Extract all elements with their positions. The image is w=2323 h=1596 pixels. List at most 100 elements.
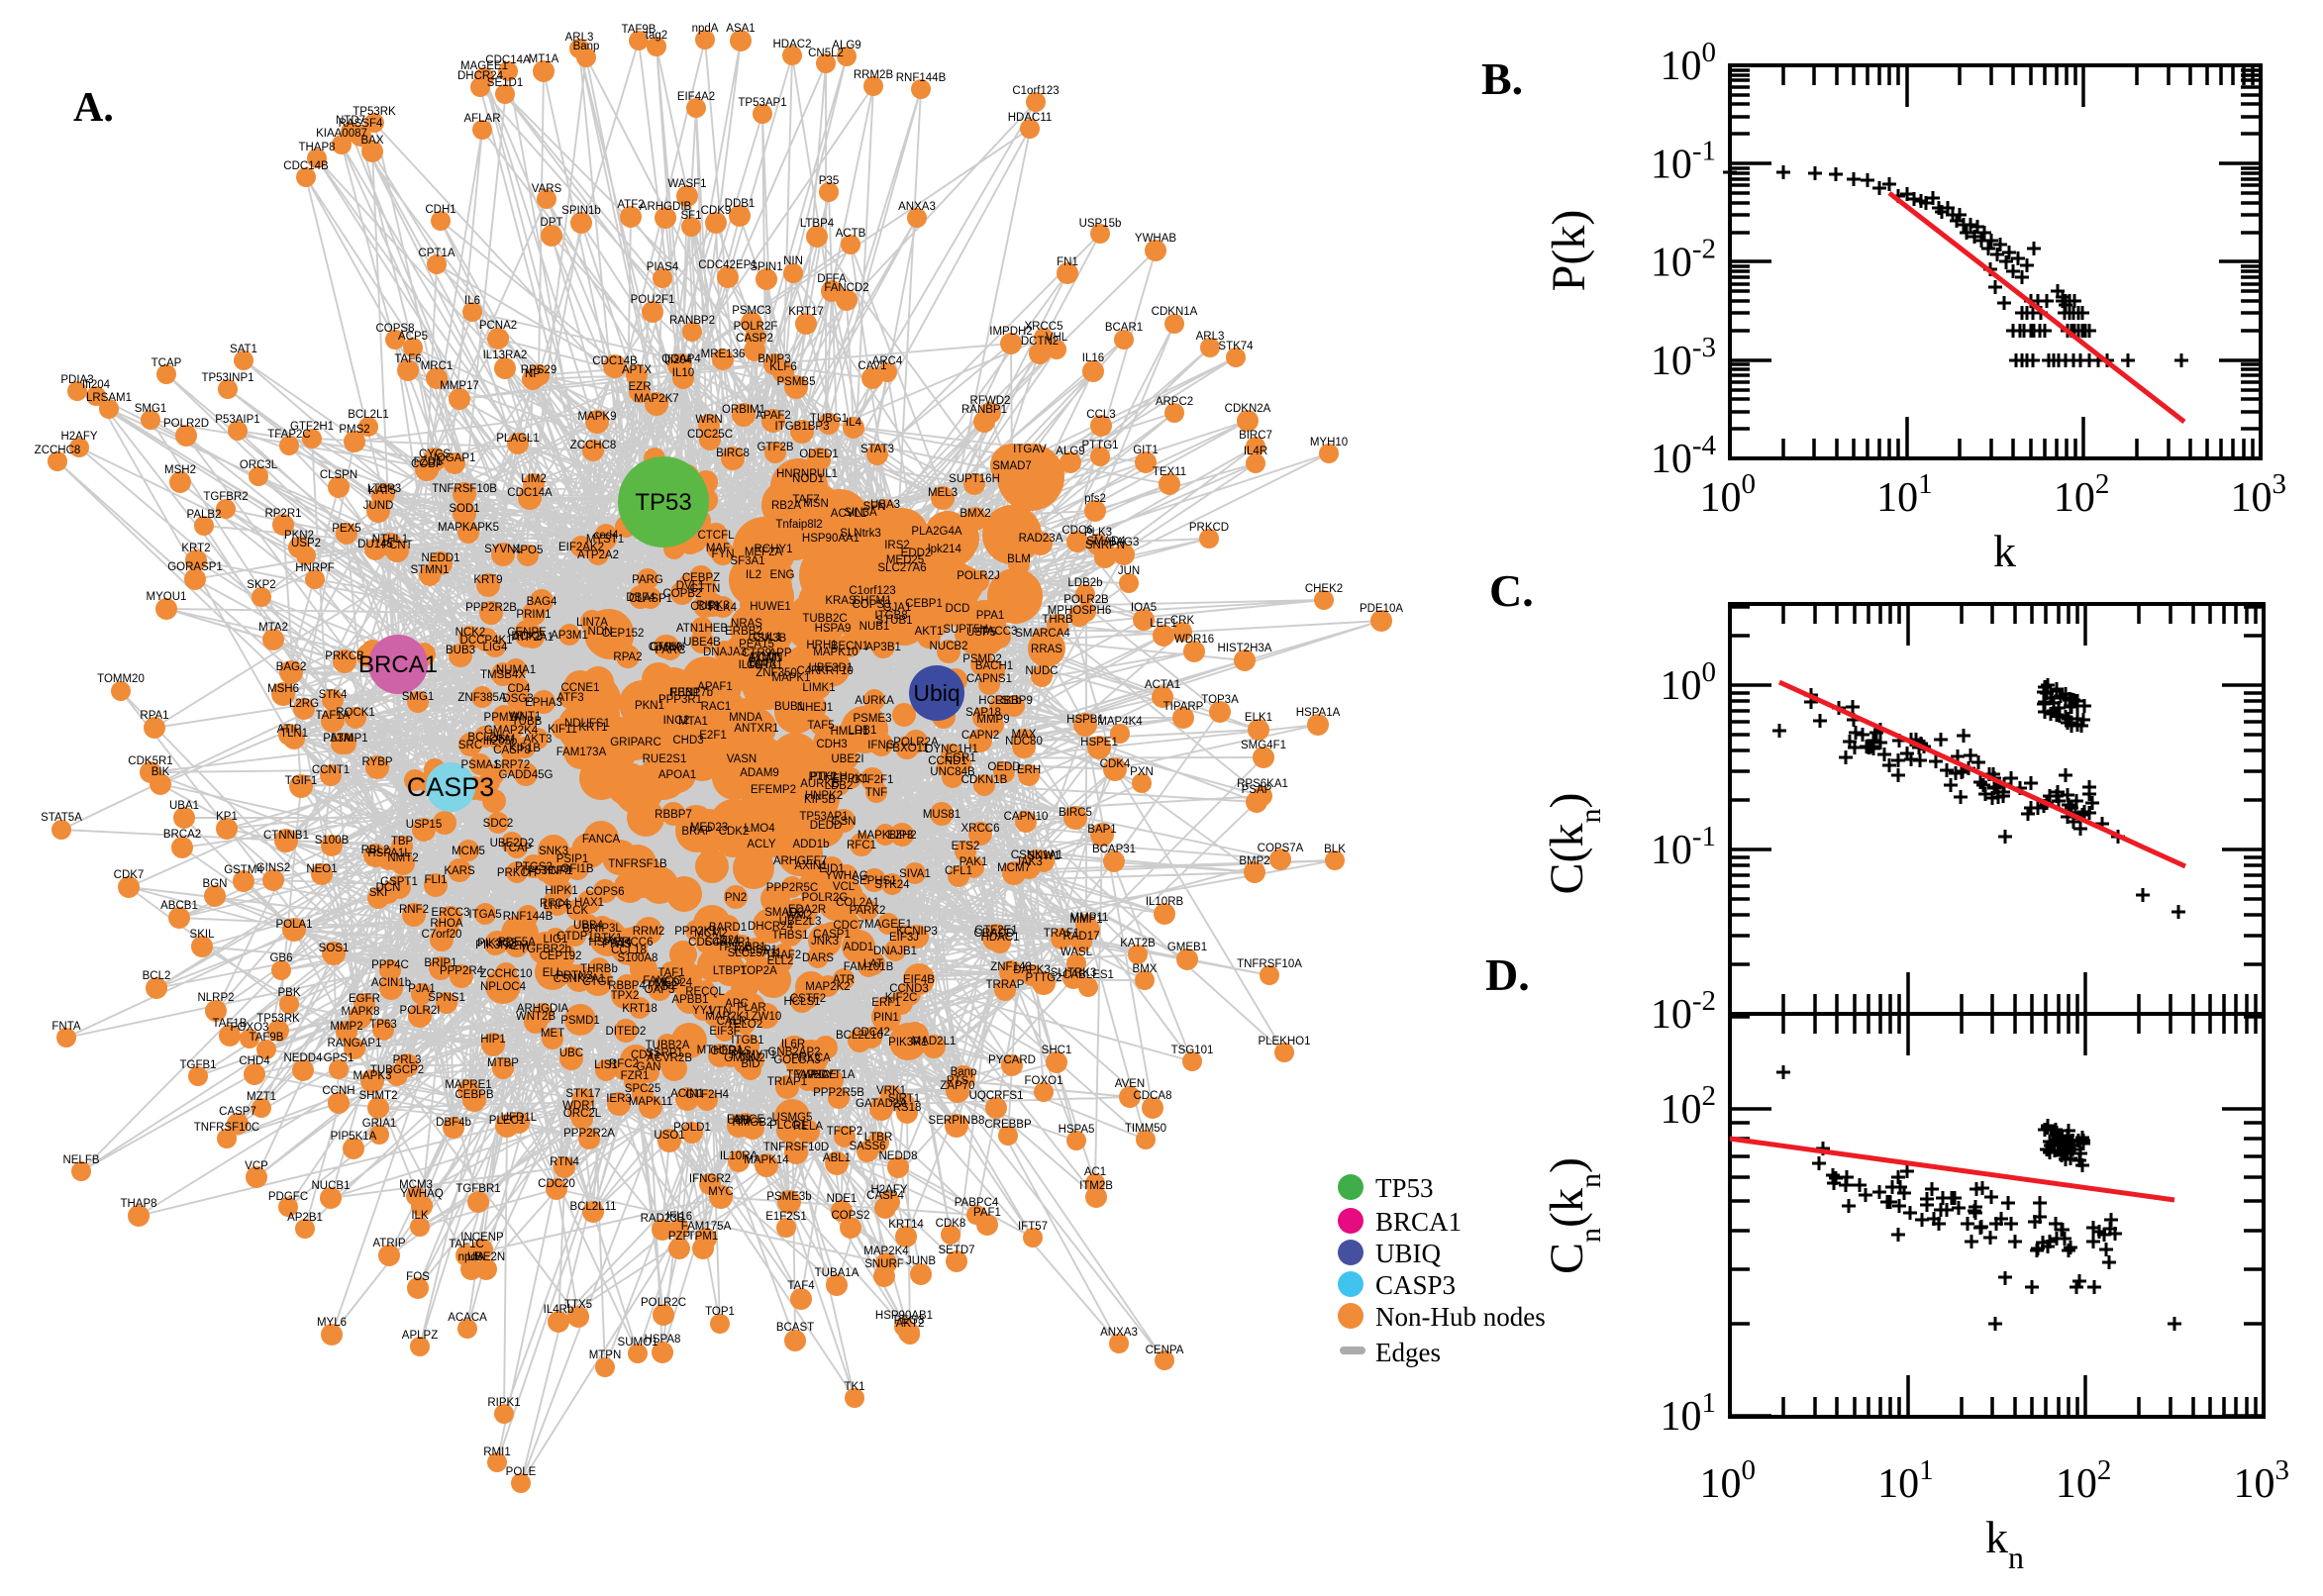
svg-text:TGFBR2: TGFBR2 xyxy=(203,491,248,503)
svg-text:SFN: SFN xyxy=(863,501,886,513)
svg-text:DFFA: DFFA xyxy=(817,273,847,285)
svg-text:GADD45G: GADD45G xyxy=(499,769,554,781)
svg-text:KIF5B: KIF5B xyxy=(804,794,836,806)
svg-text:DNAJA3: DNAJA3 xyxy=(703,647,747,658)
svg-text:SIVA1: SIVA1 xyxy=(899,868,931,880)
svg-text:THAP8: THAP8 xyxy=(120,1198,156,1210)
svg-text:CDC42: CDC42 xyxy=(853,1027,890,1039)
svg-text:ACIN1b: ACIN1b xyxy=(371,977,411,989)
svg-text:TNFRSF10C: TNFRSF10C xyxy=(194,1122,259,1134)
svg-text:PRKCD: PRKCD xyxy=(1189,522,1229,534)
svg-text:NP: NP xyxy=(525,368,541,380)
svg-text:ELL: ELL xyxy=(543,967,563,979)
svg-text:DCTN2: DCTN2 xyxy=(1021,336,1059,348)
svg-text:JUNB: JUNB xyxy=(906,1255,936,1267)
svg-text:RNF144B: RNF144B xyxy=(503,911,554,923)
svg-text:ERCC3: ERCC3 xyxy=(432,907,470,919)
svg-text:KRT2: KRT2 xyxy=(181,543,210,554)
svg-text:PCNA2: PCNA2 xyxy=(479,320,517,332)
svg-text:JAK3: JAK3 xyxy=(1015,856,1043,868)
svg-text:ZNF148: ZNF148 xyxy=(990,961,1032,973)
svg-text:POLE: POLE xyxy=(506,1466,537,1478)
svg-text:MYH10: MYH10 xyxy=(1310,437,1348,449)
svg-text:MSH2: MSH2 xyxy=(164,464,196,476)
svg-text:H2AFY: H2AFY xyxy=(60,431,97,443)
svg-text:DU145: DU145 xyxy=(357,539,393,550)
svg-text:HNRNPUL1: HNRNPUL1 xyxy=(776,468,838,480)
svg-text:ORC3L: ORC3L xyxy=(240,459,278,471)
svg-text:AKT2: AKT2 xyxy=(896,1318,925,1330)
svg-text:Banp: Banp xyxy=(951,1066,977,1078)
svg-text:MAD2L1: MAD2L1 xyxy=(912,1036,957,1047)
svg-text:WNT1: WNT1 xyxy=(509,711,542,723)
svg-text:TLN1: TLN1 xyxy=(280,728,308,740)
svg-text:POLR2A: POLR2A xyxy=(893,737,939,748)
svg-text:CLASP1: CLASP1 xyxy=(629,593,672,605)
svg-text:CDCA8: CDCA8 xyxy=(1134,1090,1172,1102)
svg-text:P35: P35 xyxy=(819,175,839,187)
svg-text:APAF2: APAF2 xyxy=(756,410,791,422)
svg-text:MCM7: MCM7 xyxy=(997,862,1031,874)
svg-text:HMGB2: HMGB2 xyxy=(733,1117,773,1129)
svg-text:E2F1: E2F1 xyxy=(699,730,727,742)
svg-text:APTX: APTX xyxy=(622,364,652,376)
svg-text:IQGAP1: IQGAP1 xyxy=(434,452,476,464)
svg-text:ARHGDIA: ARHGDIA xyxy=(517,1003,569,1015)
svg-text:PLCG1: PLCG1 xyxy=(769,1120,807,1132)
svg-text:GB6: GB6 xyxy=(269,952,292,964)
svg-text:CASP2: CASP2 xyxy=(736,333,773,345)
svg-text:MAP2K2: MAP2K2 xyxy=(805,981,850,993)
svg-text:HSPA1A: HSPA1A xyxy=(1296,707,1341,719)
svg-text:RANBP1: RANBP1 xyxy=(961,404,1007,416)
svg-text:RELA: RELA xyxy=(793,1121,823,1133)
svg-text:CCL3: CCL3 xyxy=(1086,409,1115,421)
svg-text:ACLY: ACLY xyxy=(747,839,776,850)
svg-text:AP3B1: AP3B1 xyxy=(865,642,901,653)
svg-text:MMP17: MMP17 xyxy=(440,380,479,392)
svg-text:ATM: ATM xyxy=(330,733,353,745)
svg-text:TIPARP: TIPARP xyxy=(1163,701,1204,713)
svg-text:ERF1: ERF1 xyxy=(871,997,900,1009)
svg-text:ACTB: ACTB xyxy=(836,228,866,240)
svg-text:QGAP4: QGAP4 xyxy=(661,353,701,365)
svg-text:TAF9B: TAF9B xyxy=(250,1032,284,1044)
svg-text:CDC25C: CDC25C xyxy=(687,429,733,441)
svg-text:RIPK3: RIPK3 xyxy=(696,600,729,612)
svg-text:PSIP1: PSIP1 xyxy=(556,853,589,865)
svg-text:TP63: TP63 xyxy=(369,1019,397,1031)
svg-text:MCM3: MCM3 xyxy=(399,1179,433,1191)
svg-text:DPT: DPT xyxy=(541,217,563,229)
svg-text:TPM1: TPM1 xyxy=(688,1231,719,1243)
svg-text:FAM175A: FAM175A xyxy=(681,1221,732,1233)
svg-text:OSM: OSM xyxy=(489,734,515,746)
svg-text:ABCB1: ABCB1 xyxy=(160,900,198,912)
svg-text:BCL2: BCL2 xyxy=(143,970,171,982)
svg-text:AP2B1: AP2B1 xyxy=(287,1212,323,1224)
svg-text:HSPA9: HSPA9 xyxy=(815,623,852,635)
svg-text:TP53: TP53 xyxy=(635,489,691,516)
svg-text:BCL2L11: BCL2L11 xyxy=(569,1201,616,1213)
svg-text:PLAGL1: PLAGL1 xyxy=(496,433,539,445)
svg-text:WASF1: WASF1 xyxy=(667,178,706,190)
svg-text:GMNN2: GMNN2 xyxy=(724,1052,765,1064)
svg-text:POLR2C: POLR2C xyxy=(641,1297,686,1309)
svg-text:RANBP2: RANBP2 xyxy=(669,315,715,327)
svg-text:MSH6: MSH6 xyxy=(267,683,299,695)
svg-text:CDC45: CDC45 xyxy=(688,937,726,948)
svg-text:STK24: STK24 xyxy=(874,879,910,891)
svg-text:EPPK1: EPPK1 xyxy=(832,773,868,785)
svg-text:PSMD2: PSMD2 xyxy=(962,653,1002,665)
svg-text:BUB3: BUB3 xyxy=(446,645,475,656)
svg-text:PSMD1: PSMD1 xyxy=(560,1015,600,1027)
svg-text:PIK3R1: PIK3R1 xyxy=(888,1037,928,1048)
svg-text:E1F2S1: E1F2S1 xyxy=(765,1211,807,1223)
svg-text:RRM2: RRM2 xyxy=(633,926,665,938)
svg-text:COL2A1: COL2A1 xyxy=(836,897,879,909)
svg-text:FOS: FOS xyxy=(406,1271,430,1283)
svg-text:ZAP70: ZAP70 xyxy=(940,1080,974,1092)
svg-text:NUMA1: NUMA1 xyxy=(496,664,536,676)
svg-text:TK1: TK1 xyxy=(844,1381,864,1393)
svg-text:CASP1: CASP1 xyxy=(813,929,851,941)
svg-text:HSPE1: HSPE1 xyxy=(1080,737,1118,748)
svg-text:ACP5: ACP5 xyxy=(398,331,428,343)
